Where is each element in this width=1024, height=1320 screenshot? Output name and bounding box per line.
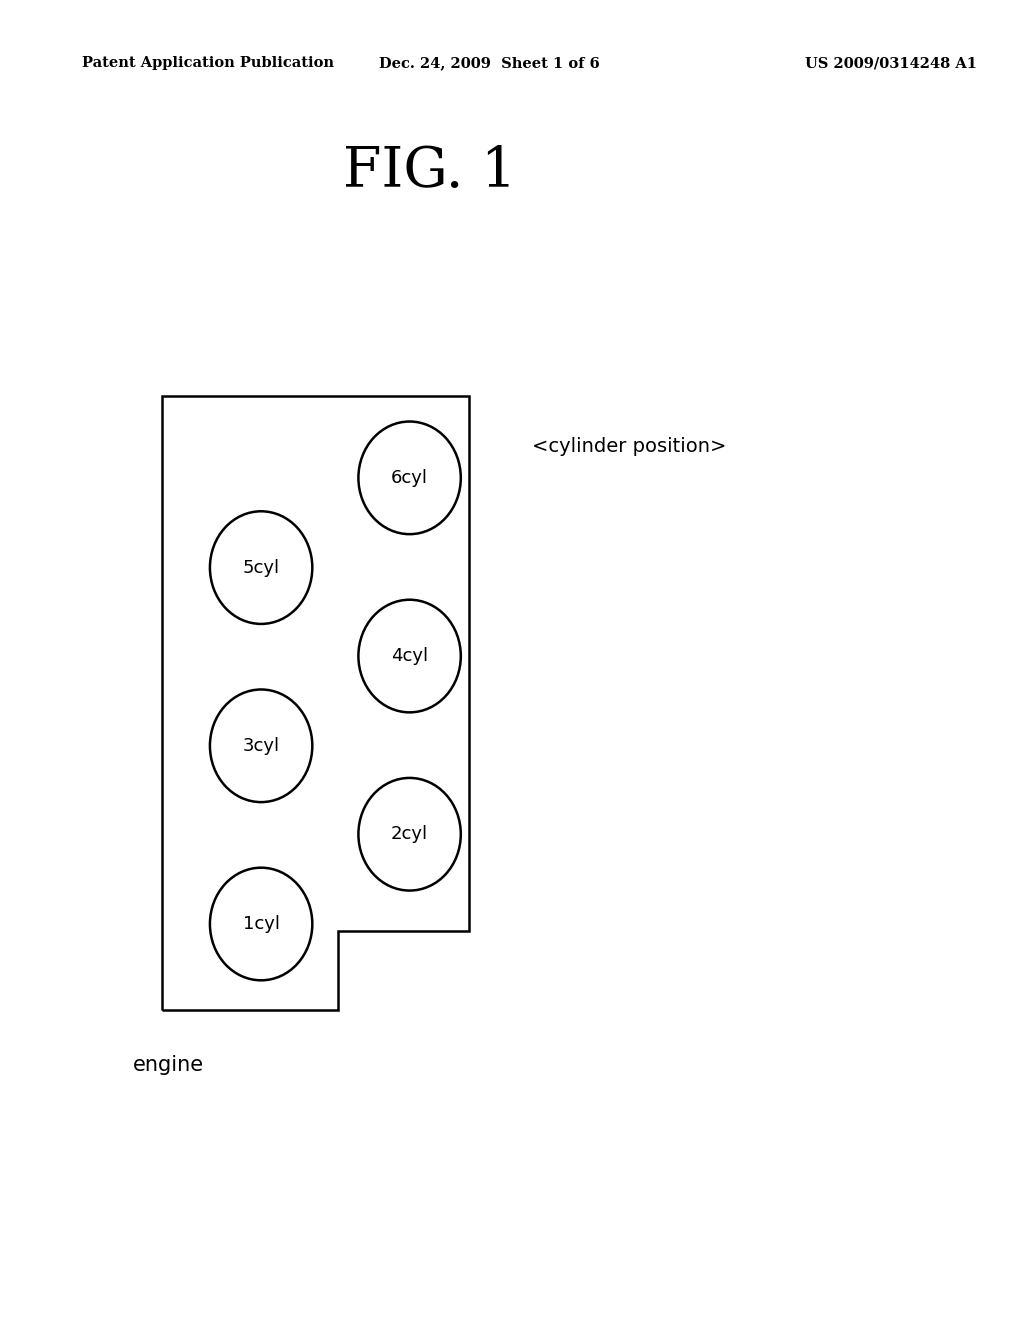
Text: 6cyl: 6cyl — [391, 469, 428, 487]
Text: 1cyl: 1cyl — [243, 915, 280, 933]
Text: 2cyl: 2cyl — [391, 825, 428, 843]
Text: Patent Application Publication: Patent Application Publication — [82, 57, 334, 70]
Text: 5cyl: 5cyl — [243, 558, 280, 577]
Text: 4cyl: 4cyl — [391, 647, 428, 665]
Text: FIG. 1: FIG. 1 — [343, 144, 517, 199]
Text: 3cyl: 3cyl — [243, 737, 280, 755]
Text: US 2009/0314248 A1: US 2009/0314248 A1 — [805, 57, 977, 70]
Text: <cylinder position>: <cylinder position> — [532, 437, 727, 455]
Text: Dec. 24, 2009  Sheet 1 of 6: Dec. 24, 2009 Sheet 1 of 6 — [379, 57, 600, 70]
Text: engine: engine — [133, 1055, 204, 1076]
